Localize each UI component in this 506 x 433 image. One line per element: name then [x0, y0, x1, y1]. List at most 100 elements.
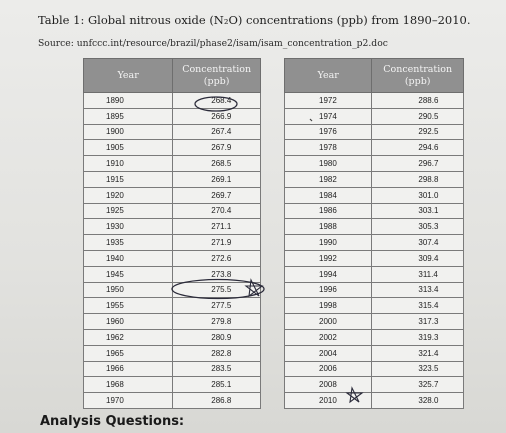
year-cell: 1980 [283, 155, 373, 172]
year-header: Year [82, 58, 174, 93]
table-row: 2010 328.0 [283, 392, 464, 409]
table-row: 1960 279.8 [82, 313, 261, 330]
concentration-cell: 283.5 [172, 360, 261, 378]
table-row: 1940 272.6 [82, 249, 261, 267]
table-row: 1925 270.4 [82, 202, 261, 220]
table-row: 1895 266.9 [82, 107, 261, 125]
concentration-cell: 286.8 [172, 392, 261, 409]
year-cell: 1994 [283, 265, 373, 283]
year-cell: 2006 [283, 360, 373, 378]
table-row: 2000 317.3 [283, 313, 464, 330]
table-row: 1915 269.1 [82, 170, 261, 188]
table-row: 1950 275.5 [82, 281, 261, 299]
concentration-cell: 282.8 [172, 344, 261, 362]
table-row: 1968 285.1 [82, 376, 261, 394]
year-header: Year [283, 58, 373, 93]
year-cell: 1960 [82, 313, 174, 330]
concentration-cell: 294.6 [371, 139, 464, 157]
table-row: 1920 269.7 [82, 186, 261, 204]
concentration-cell: 270.4 [172, 202, 261, 220]
concentration-cell: 296.7 [371, 155, 464, 172]
year-cell: 1986 [283, 202, 373, 220]
year-cell: 1955 [82, 297, 174, 315]
table-row: 1990 307.4 [283, 234, 464, 251]
concentration-cell: 269.7 [172, 186, 261, 204]
year-cell: 1988 [283, 218, 373, 236]
table-row: 1910 268.5 [82, 155, 261, 172]
concentration-cell: 311.4 [371, 265, 464, 283]
year-cell: 1970 [82, 392, 174, 409]
concentration-cell: 319.3 [371, 328, 464, 346]
concentration-cell: 279.8 [172, 313, 261, 330]
year-cell: 1990 [283, 234, 373, 251]
year-cell: 1935 [82, 234, 174, 251]
table-row: 2002 319.3 [283, 328, 464, 346]
concentration-cell: 290.5 [371, 107, 464, 125]
year-cell: 1905 [82, 139, 174, 157]
concentration-cell: 292.5 [371, 123, 464, 141]
table-row: 1905 267.9 [82, 139, 261, 157]
year-cell: 1972 [283, 92, 373, 109]
table-row: 1935 271.9 [82, 234, 261, 251]
year-cell: 1996 [283, 281, 373, 299]
year-cell: 2008 [283, 376, 373, 394]
year-cell: 1984 [283, 186, 373, 204]
table-row: 2006 323.5 [283, 360, 464, 378]
year-cell: 1998 [283, 297, 373, 315]
analysis-questions-heading: Analysis Questions: [40, 414, 185, 429]
year-cell: 2000 [283, 313, 373, 330]
year-cell: 1992 [283, 249, 373, 267]
concentration-header: Concentration (ppb) [371, 58, 464, 93]
concentration-cell: 315.4 [371, 297, 464, 315]
source-citation: Source: unfccc.int/resource/brazil/phase… [38, 38, 388, 49]
table-row: 1976 292.5 [283, 123, 464, 141]
concentration-cell: 272.6 [172, 249, 261, 267]
table-row: 2004 321.4 [283, 344, 464, 362]
concentration-cell: 285.1 [172, 376, 261, 394]
table-title: Table 1: Global nitrous oxide (N₂O) conc… [38, 13, 471, 27]
table-row: 1998 315.4 [283, 297, 464, 315]
table-row: 2008 325.7 [283, 376, 464, 394]
table-row: 1890 268.4 [82, 92, 261, 109]
year-cell: 2010 [283, 392, 373, 409]
table-row: 1970 286.8 [82, 392, 261, 409]
concentration-cell: 309.4 [371, 249, 464, 267]
table-row: 1978 294.6 [283, 139, 464, 157]
year-cell: 1920 [82, 186, 174, 204]
concentration-cell: 288.6 [371, 92, 464, 109]
table-row: 1982 298.8 [283, 170, 464, 188]
year-cell: 1890 [82, 92, 174, 109]
concentration-cell: 269.1 [172, 170, 261, 188]
concentration-table-left: Year Concentration (ppb) 1890 268.4 1895 26… [82, 58, 261, 409]
concentration-cell: 325.7 [371, 376, 464, 394]
concentration-cell: 303.1 [371, 202, 464, 220]
table-row: 1966 283.5 [82, 360, 261, 378]
table-row: 1965 282.8 [82, 344, 261, 362]
table-row: 1945 273.8 [82, 265, 261, 283]
table-row: 1988 305.3 [283, 218, 464, 236]
table-row: 1994 311.4 [283, 265, 464, 283]
table-row: 1986 303.1 [283, 202, 464, 220]
table-row: 1962 280.9 [82, 328, 261, 346]
year-cell: 1966 [82, 360, 174, 378]
concentration-cell: 268.4 [172, 92, 261, 109]
concentration-cell: 305.3 [371, 218, 464, 236]
concentration-cell: 323.5 [371, 360, 464, 378]
concentration-cell: 328.0 [371, 392, 464, 409]
table-row: 1974 290.5 [283, 107, 464, 125]
year-cell: 1978 [283, 139, 373, 157]
concentration-cell: 268.5 [172, 155, 261, 172]
year-cell: 1940 [82, 249, 174, 267]
year-cell: 1968 [82, 376, 174, 394]
concentration-table-right: Year Concentration (ppb) 1972 288.6 1974 29… [283, 58, 464, 409]
year-cell: 1910 [82, 155, 174, 172]
year-cell: 1915 [82, 170, 174, 188]
concentration-cell: 267.4 [172, 123, 261, 141]
concentration-cell: 277.5 [172, 297, 261, 315]
year-cell: 1895 [82, 107, 174, 125]
year-cell: 2002 [283, 328, 373, 346]
concentration-cell: 313.4 [371, 281, 464, 299]
concentration-cell: 301.0 [371, 186, 464, 204]
year-cell: 1974 [283, 107, 373, 125]
table-row: 1955 277.5 [82, 297, 261, 315]
